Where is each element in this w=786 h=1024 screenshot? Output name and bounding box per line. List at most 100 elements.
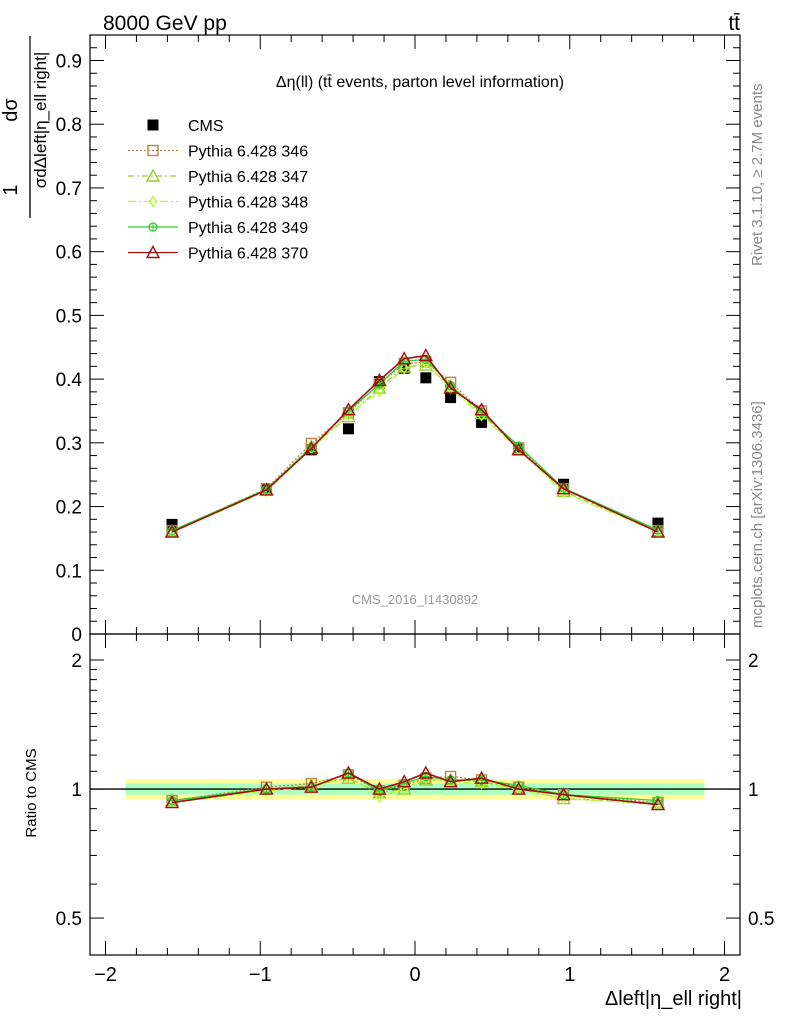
ratio-data-point xyxy=(443,774,458,788)
rivet-version-label: Rivet 3.1.10, ≥ 2.7M events xyxy=(749,84,766,267)
legend-label: Pythia 6.428 348 xyxy=(188,195,308,212)
data-point xyxy=(650,524,666,538)
data-point xyxy=(511,442,526,456)
x-tick-label: 2 xyxy=(719,964,730,986)
ratio-data-point xyxy=(418,765,434,779)
y-label-denominator: σdΔleft|η_ell right| xyxy=(31,52,50,189)
y-tick-label: 0.8 xyxy=(56,115,82,136)
ratio-data-point xyxy=(375,790,384,803)
legend-entry: Pythia 6.428 346 xyxy=(128,144,308,161)
series-line xyxy=(171,362,659,533)
ratio-y-axis-label: Ratio to CMS xyxy=(23,748,40,837)
y-tick-label: 0.9 xyxy=(56,51,82,72)
legend-entry: Pythia 6.428 349 xyxy=(128,220,308,237)
y-tick-label: 0.6 xyxy=(56,243,82,264)
series-lines xyxy=(164,348,666,811)
data-point xyxy=(372,372,387,387)
series-pythia-6-428-349 xyxy=(167,354,663,536)
axis-ticks: −2 −1 0 1 2 0 0.1 0.2 0.3 0.4 0.5 0.6 0.7 0.8 0.9 0.5 0.… xyxy=(56,35,774,986)
legend-entry: Pythia 6.428 347 xyxy=(128,168,308,186)
data-point xyxy=(556,481,571,495)
ratio-series-line xyxy=(171,774,659,804)
data-point xyxy=(342,423,354,435)
legend-marker xyxy=(145,245,161,259)
y-tick-label: 0.2 xyxy=(56,498,82,519)
ratio-y-tick-label-right: 1 xyxy=(748,780,759,801)
ratio-series-pythia-6-428-370 xyxy=(164,765,666,811)
ratio-data-point xyxy=(511,781,526,795)
data-point xyxy=(164,524,180,538)
ratio-y-tick-label: 0.5 xyxy=(56,909,82,930)
y-label-one: 1 xyxy=(0,184,22,195)
process-label: tt̄ xyxy=(728,12,740,35)
y-tick-label: 0 xyxy=(71,625,82,646)
series-pythia-6-428-348 xyxy=(167,357,663,539)
ratio-data-point xyxy=(559,792,568,805)
x-tick-label: 0 xyxy=(409,964,420,986)
data-point xyxy=(443,380,458,394)
data-point xyxy=(418,348,434,362)
ratio-data-point xyxy=(650,795,666,809)
y-tick-label: 0.7 xyxy=(56,179,82,200)
y-label-numerator: dσ xyxy=(0,98,22,122)
series-line xyxy=(171,361,659,532)
x-tick-label: −1 xyxy=(249,964,272,986)
mcplots-source-label: mcplots.cern.ch [arXiv:1306.3436] xyxy=(749,401,766,628)
legend-marker xyxy=(147,119,159,131)
data-point xyxy=(259,482,274,496)
legend: CMS Pythia 6.428 346 Pythia 6.428 347 Pythi… xyxy=(128,118,308,263)
ratio-data-point xyxy=(396,774,412,788)
data-point xyxy=(399,362,409,375)
ratio-series-line xyxy=(171,777,659,804)
legend-marker xyxy=(145,168,161,182)
series-line xyxy=(171,364,659,533)
y-tick-label: 0.5 xyxy=(56,306,82,327)
legend-marker xyxy=(148,195,158,208)
ratio-y-tick-label: 1 xyxy=(71,780,82,801)
series-line xyxy=(171,354,659,533)
ratio-data-point xyxy=(556,787,571,801)
data-point xyxy=(652,517,664,529)
series-line xyxy=(171,358,659,532)
data-point xyxy=(476,416,488,428)
data-point xyxy=(474,402,489,416)
plot-title: Δη(ll) (tt̄ events, parton level informa… xyxy=(276,74,564,91)
ratio-data-point xyxy=(474,770,489,784)
legend-marker xyxy=(147,144,159,157)
legend-entry: Pythia 6.428 348 xyxy=(128,195,308,212)
data-point xyxy=(375,385,384,398)
ratio-data-point xyxy=(477,777,486,790)
ratio-data-point xyxy=(304,779,319,793)
ratio-data-point xyxy=(372,785,387,799)
legend-label: Pythia 6.428 370 xyxy=(188,246,308,263)
series-pythia-6-428-346 xyxy=(166,356,664,537)
ratio-data-point xyxy=(341,765,356,779)
y-tick-label: 0.4 xyxy=(56,370,83,391)
data-point xyxy=(396,351,412,365)
ratio-y-tick-label-right: 2 xyxy=(748,651,759,672)
ratio-data-point xyxy=(650,797,666,811)
ratio-y-tick-label-right: 0.5 xyxy=(748,909,774,930)
data-point xyxy=(420,372,432,384)
main-y-axis-label: 1 dσ σdΔleft|η_ell right| xyxy=(0,36,50,218)
ratio-data-point xyxy=(372,781,387,795)
data-point xyxy=(445,392,457,404)
ratio-data-point xyxy=(474,774,489,788)
data-point xyxy=(341,402,356,416)
series-pythia-6-428-347 xyxy=(164,357,666,538)
y-tick-label: 0.1 xyxy=(56,561,82,582)
legend-label: CMS xyxy=(188,118,224,135)
legend-label: Pythia 6.428 349 xyxy=(188,220,308,237)
energy-label: 8000 GeV pp xyxy=(103,12,227,35)
y-tick-label: 0.3 xyxy=(56,434,82,455)
x-axis-label: Δleft|η_ell right| xyxy=(605,988,742,1010)
legend-entry: Pythia 6.428 370 xyxy=(128,245,308,263)
legend-label: Pythia 6.428 346 xyxy=(188,144,308,161)
legend-entry: CMS xyxy=(147,118,224,135)
x-tick-label: 1 xyxy=(564,964,575,986)
ratio-y-tick-label: 2 xyxy=(71,651,82,672)
data-point xyxy=(304,441,319,455)
series-cms xyxy=(166,362,664,530)
x-tick-label: −2 xyxy=(94,964,117,986)
